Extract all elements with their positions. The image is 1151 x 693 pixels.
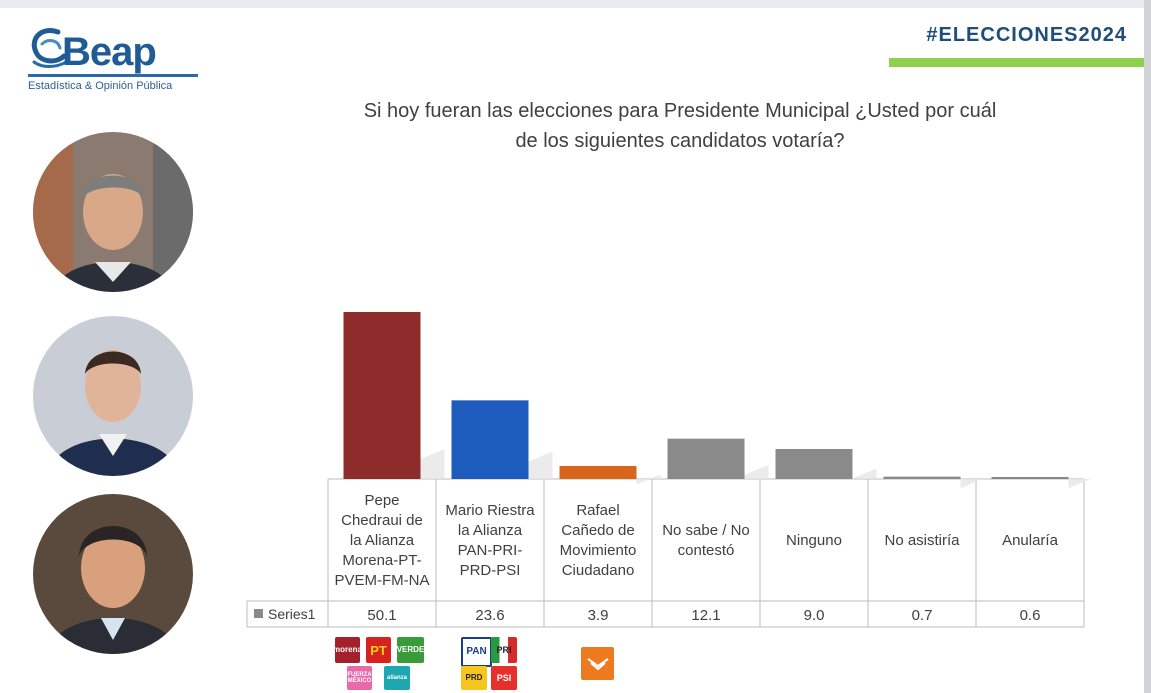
pt-logo: PT bbox=[366, 637, 391, 663]
beap-swirl-icon bbox=[31, 28, 68, 68]
window-edge bbox=[1144, 0, 1151, 693]
pri-logo: PRI bbox=[491, 637, 517, 663]
value-label-1: 50.1 bbox=[367, 607, 396, 624]
logo-rule bbox=[28, 74, 198, 77]
category-label-4: No sabe / No contestó bbox=[662, 522, 750, 559]
morena-logo: morena bbox=[333, 637, 362, 663]
bar-2 bbox=[451, 400, 529, 479]
bar-shadow bbox=[528, 451, 553, 479]
legend-series-name: Series1 bbox=[268, 606, 316, 622]
bar-6 bbox=[883, 476, 961, 479]
question-line-1: Si hoy fueran las elecciones para Presid… bbox=[363, 100, 997, 122]
value-label-6: 0.7 bbox=[912, 607, 933, 624]
fuerza-mexico-logo: FUERZA MÉXICO bbox=[347, 666, 372, 690]
logo-subtitle: Estadística & Opinión Pública bbox=[28, 80, 173, 92]
movimiento-ciudadano-logo bbox=[581, 647, 614, 680]
logo-wordmark: Beap bbox=[62, 30, 157, 74]
candidate-photo-2 bbox=[33, 316, 193, 476]
pan-logo: PAN bbox=[461, 637, 492, 667]
value-label-5: 9.0 bbox=[804, 607, 825, 624]
bar-3 bbox=[559, 466, 637, 479]
bar-4 bbox=[667, 438, 745, 479]
beap-logo: Beap Estadística & Opinión Pública bbox=[28, 22, 200, 100]
bar-shadow bbox=[636, 474, 661, 485]
category-label-5: Ninguno bbox=[786, 532, 842, 549]
category-label-1: Pepe Chedraui de la Alianza Morena-PT-PVEM-… bbox=[335, 492, 430, 589]
bar-shadow bbox=[960, 478, 985, 489]
value-label-3: 3.9 bbox=[588, 607, 609, 624]
hashtag-title: #ELECCIONES2024 bbox=[926, 24, 1127, 46]
legend-swatch bbox=[254, 609, 263, 618]
category-label-3: Rafael Cañedo de Movimiento Ciudadano bbox=[560, 502, 637, 579]
bar-shadow bbox=[852, 468, 877, 479]
top-strip bbox=[0, 0, 1151, 8]
value-label-2: 23.6 bbox=[475, 607, 504, 624]
bar-5 bbox=[775, 449, 853, 479]
survey-question: Si hoy fueran las elecciones para Presid… bbox=[300, 96, 1060, 156]
psi-logo: PSI bbox=[491, 666, 517, 690]
category-label-2: Mario Riestra la Alianza PAN-PRI-PRD-PSI bbox=[445, 502, 535, 579]
category-label-6: No asistiría bbox=[884, 532, 960, 549]
question-line-2: de los siguientes candidatos votaría? bbox=[515, 130, 845, 152]
nueva-alianza-logo: alianza bbox=[384, 666, 410, 690]
bar-1 bbox=[343, 312, 421, 479]
verde-logo: VERDE bbox=[397, 637, 424, 663]
accent-rule bbox=[889, 58, 1145, 67]
bar-shadow bbox=[420, 449, 445, 479]
prd-logo: PRD bbox=[461, 666, 487, 690]
category-label-7: Anularía bbox=[1002, 532, 1059, 549]
candidate-photo-3 bbox=[33, 494, 193, 654]
bar-shadow bbox=[1068, 478, 1093, 489]
bar-7 bbox=[991, 477, 1069, 479]
value-label-4: 12.1 bbox=[691, 607, 720, 624]
value-label-7: 0.6 bbox=[1020, 607, 1041, 624]
bar-shadow bbox=[744, 464, 769, 479]
